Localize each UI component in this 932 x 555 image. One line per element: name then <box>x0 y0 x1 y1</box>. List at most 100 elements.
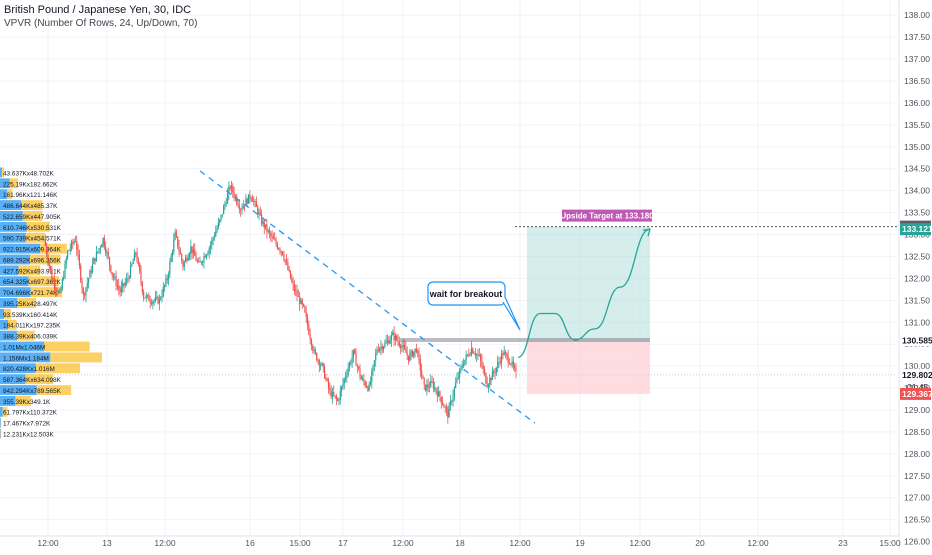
candle-body <box>122 283 123 287</box>
candle <box>361 375 362 380</box>
candle-body <box>441 397 442 403</box>
candle <box>77 244 78 261</box>
candle-body <box>338 400 339 401</box>
candle <box>178 240 179 257</box>
candle-body <box>87 283 88 288</box>
candle-body <box>182 260 183 266</box>
candle-body <box>101 245 102 247</box>
candle-body <box>184 262 185 267</box>
candle-body <box>143 292 144 298</box>
candle-body <box>175 232 176 240</box>
candle <box>378 344 379 353</box>
volume-profile-row: 93.539Kx160.414K <box>0 309 58 319</box>
candle-body <box>337 399 338 401</box>
candle <box>143 289 144 301</box>
candle <box>429 381 430 392</box>
candle <box>251 196 252 202</box>
volume-profile-label: 590.739Kx454.571K <box>3 236 62 243</box>
candle-body <box>329 388 330 390</box>
volume-profile-label: 161.96Kx121.146K <box>3 192 58 199</box>
candle-body <box>63 277 64 279</box>
candle-body <box>258 213 259 215</box>
candle <box>294 280 295 295</box>
candle <box>401 341 402 352</box>
candle-body <box>231 186 232 189</box>
candle-body <box>223 206 224 214</box>
candle <box>64 260 65 279</box>
candle-body <box>131 264 132 266</box>
candle-body <box>118 286 119 289</box>
candle <box>211 237 212 250</box>
candle <box>380 340 381 355</box>
candle-body <box>213 238 214 240</box>
price-axis-tick-label: 128.50 <box>904 427 930 437</box>
candle-body <box>435 388 436 392</box>
candle-body <box>283 255 284 260</box>
candle <box>422 375 423 379</box>
candle <box>258 209 259 220</box>
candle-body <box>422 375 423 378</box>
price-axis-tick-label: 131.00 <box>904 317 930 327</box>
candle-body <box>508 355 509 362</box>
candle <box>426 379 427 395</box>
candle <box>273 233 274 240</box>
candle-body <box>477 354 478 355</box>
candle <box>497 356 498 372</box>
volume-profile-label: 93.539Kx160.414K <box>3 312 58 319</box>
candle-body <box>127 279 128 280</box>
candle-body <box>193 250 194 254</box>
candle <box>286 254 287 265</box>
volume-profile-row: 61.797Kx110.372K <box>0 407 58 417</box>
candle <box>446 403 447 416</box>
candle <box>509 358 510 365</box>
time-axis-tick-label: 12:00 <box>747 538 769 548</box>
candle <box>277 242 278 250</box>
candle-body <box>488 385 489 388</box>
candle <box>333 385 334 396</box>
candle <box>275 237 276 247</box>
candle <box>468 349 469 358</box>
candle <box>274 232 275 241</box>
candle-body <box>49 262 50 266</box>
candle-body <box>354 350 355 354</box>
candle-body <box>303 304 304 306</box>
price-tag-stop: 129.367 <box>900 388 932 400</box>
candle <box>195 252 196 262</box>
candle <box>434 381 435 391</box>
candle <box>433 378 434 393</box>
candle-body <box>312 346 313 351</box>
time-axis-tick-label: 12:00 <box>629 538 651 548</box>
candle-body <box>189 254 190 258</box>
price-tag-resistance-text: 130.585 <box>902 335 932 345</box>
volume-profile-down-bar <box>1 429 2 439</box>
candle-body <box>443 405 444 408</box>
candle-body <box>262 221 263 224</box>
volume-profile-row: 395.25Kx428.497K <box>0 298 58 308</box>
candle <box>354 348 355 354</box>
candle-body <box>79 254 80 265</box>
candle-body <box>395 336 396 340</box>
candle <box>420 354 421 377</box>
candle <box>472 347 473 354</box>
candle-body <box>365 382 366 386</box>
candle <box>350 359 351 365</box>
candle-body <box>47 254 48 262</box>
candle-body <box>384 343 385 347</box>
candle-body <box>205 256 206 257</box>
candle <box>334 395 335 398</box>
candle-body <box>304 306 305 312</box>
candle-body <box>366 386 367 387</box>
volume-profile-row: 689.292Kx696.356K <box>0 255 62 265</box>
candle-body <box>320 365 321 366</box>
candle <box>355 348 356 366</box>
candle-body <box>399 342 400 346</box>
candle <box>362 375 363 381</box>
candle <box>289 266 290 273</box>
candle-body <box>106 252 107 253</box>
candle-body <box>501 354 502 363</box>
candle-body <box>374 360 375 365</box>
candle-body <box>220 215 221 220</box>
candle-body <box>323 363 324 367</box>
